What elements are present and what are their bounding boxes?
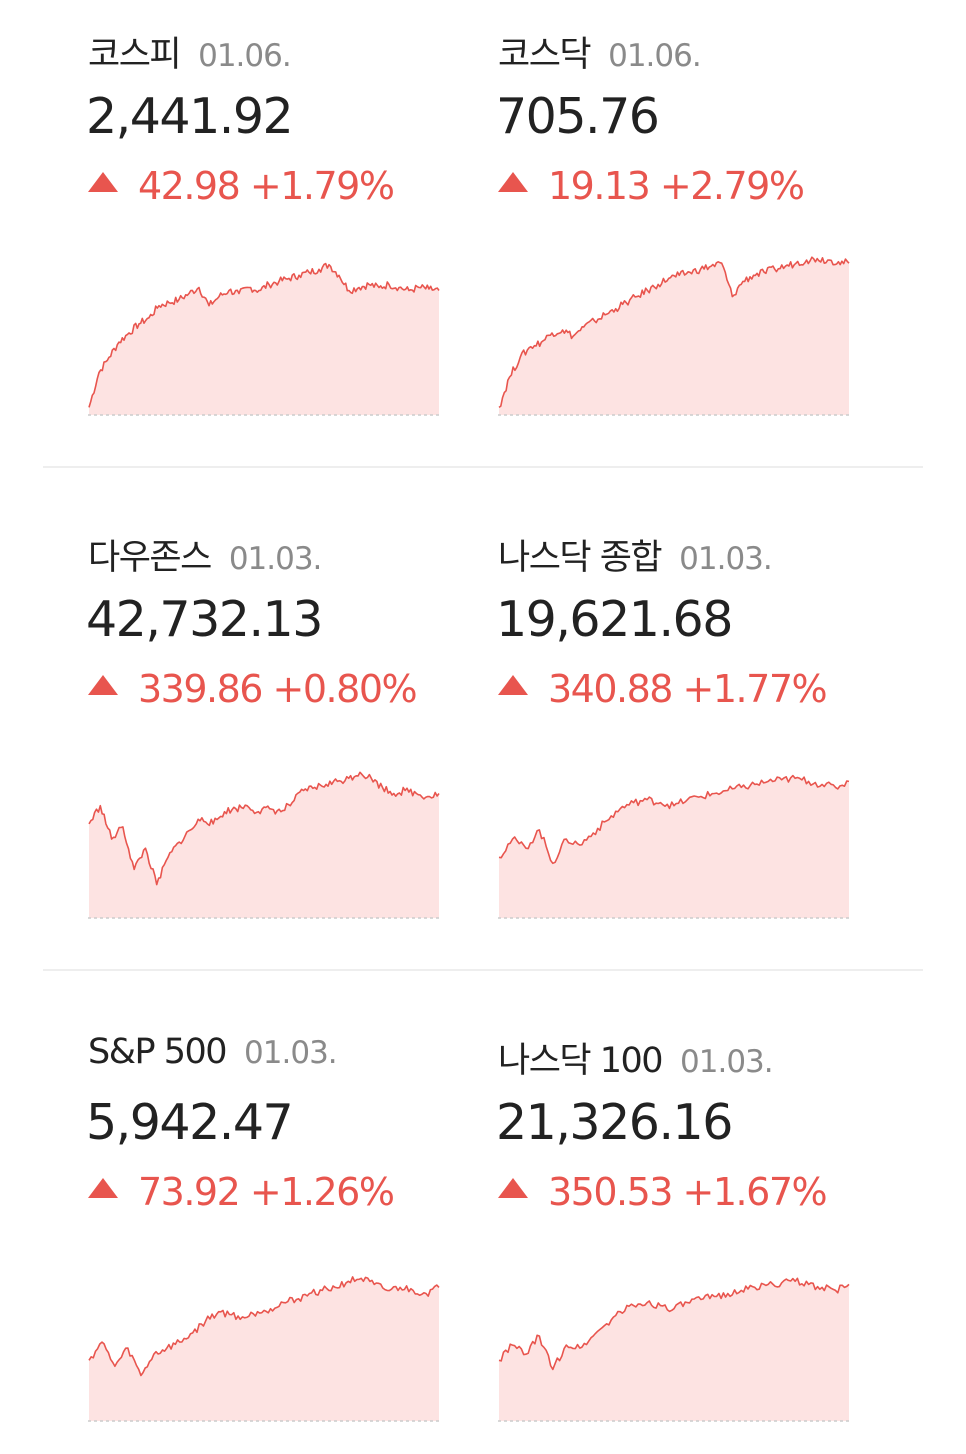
index-card-sp500[interactable]: S&P 500 01.03. 5,942.47 73.92 +1.26%: [86, 1016, 488, 1446]
index-name: 나스닥 종합: [498, 538, 663, 578]
up-arrow-icon: [88, 1178, 118, 1198]
index-date: 01.06.: [608, 38, 702, 74]
card-title-row: 코스피 01.06.: [88, 26, 292, 80]
index-change: 19.13 +2.79%: [548, 164, 805, 208]
index-change: 340.88 +1.77%: [548, 667, 828, 711]
index-price: 21,326.16: [496, 1094, 733, 1151]
index-change: 73.92 +1.26%: [138, 1170, 395, 1214]
index-price: 705.76: [496, 88, 660, 145]
card-title-row: 코스닥 01.06.: [498, 26, 702, 80]
index-date: 01.03.: [228, 541, 323, 577]
chart-line: [88, 1276, 440, 1377]
index-card-kosdaq[interactable]: 코스닥 01.06. 705.76 19.13 +2.79%: [496, 10, 898, 440]
intraday-chart: [88, 1276, 442, 1422]
up-arrow-icon: [88, 172, 118, 192]
index-card-nasdaq-100[interactable]: 나스닥 100 01.03. 21,326.16 350.53 +1.67%: [496, 1016, 898, 1446]
card-title-row: S&P 500 01.03.: [88, 1032, 338, 1086]
up-arrow-icon: [88, 675, 118, 695]
row-divider: [43, 969, 923, 971]
index-change: 339.86 +0.80%: [138, 667, 418, 711]
chart-line: [498, 256, 850, 409]
index-price: 19,621.68: [496, 591, 733, 648]
index-card-dow[interactable]: 다우존스 01.03. 42,732.13 339.86 +0.80%: [86, 513, 488, 943]
intraday-chart: [498, 774, 852, 919]
index-name: S&P 500: [88, 1032, 228, 1072]
intraday-chart: [498, 256, 852, 416]
chart-area: [499, 257, 849, 415]
change-row: 350.53 +1.67%: [498, 1170, 828, 1216]
chart-area: [89, 1276, 439, 1421]
index-date: 01.06.: [198, 38, 292, 74]
index-price: 42,732.13: [86, 591, 323, 648]
change-row: 73.92 +1.26%: [88, 1170, 395, 1216]
up-arrow-icon: [498, 172, 528, 192]
chart-line: [88, 771, 440, 886]
card-title-row: 다우존스 01.03.: [88, 529, 323, 583]
chart-area: [89, 772, 439, 918]
chart-line: [498, 1277, 850, 1371]
chart-line: [498, 774, 850, 865]
index-date: 01.03.: [679, 541, 773, 577]
index-name: 다우존스: [88, 538, 212, 578]
chart-area: [499, 1278, 849, 1421]
index-name: 코스피: [88, 35, 182, 75]
index-name: 코스닥: [498, 35, 592, 75]
index-price: 5,942.47: [86, 1094, 294, 1151]
index-card-nasdaq-composite[interactable]: 나스닥 종합 01.03. 19,621.68 340.88 +1.77%: [496, 513, 898, 943]
index-change: 42.98 +1.79%: [138, 164, 395, 208]
change-row: 340.88 +1.77%: [498, 667, 828, 713]
chart-line: [88, 262, 440, 408]
row-divider: [43, 466, 923, 468]
index-price: 2,441.92: [86, 88, 294, 145]
up-arrow-icon: [498, 1178, 528, 1198]
index-date: 01.03.: [244, 1035, 338, 1071]
index-name: 나스닥 100: [498, 1041, 664, 1081]
intraday-chart: [88, 771, 442, 919]
change-row: 19.13 +2.79%: [498, 164, 805, 210]
chart-area: [499, 775, 849, 918]
intraday-chart: [88, 262, 442, 416]
index-date: 01.03.: [680, 1044, 774, 1080]
up-arrow-icon: [498, 675, 528, 695]
card-title-row: 나스닥 100 01.03.: [498, 1032, 774, 1086]
intraday-chart: [498, 1277, 852, 1422]
card-title-row: 나스닥 종합 01.03.: [498, 529, 773, 583]
index-change: 350.53 +1.67%: [548, 1170, 828, 1214]
index-card-kospi[interactable]: 코스피 01.06. 2,441.92 42.98 +1.79%: [86, 10, 488, 440]
change-row: 42.98 +1.79%: [88, 164, 395, 210]
change-row: 339.86 +0.80%: [88, 667, 418, 713]
